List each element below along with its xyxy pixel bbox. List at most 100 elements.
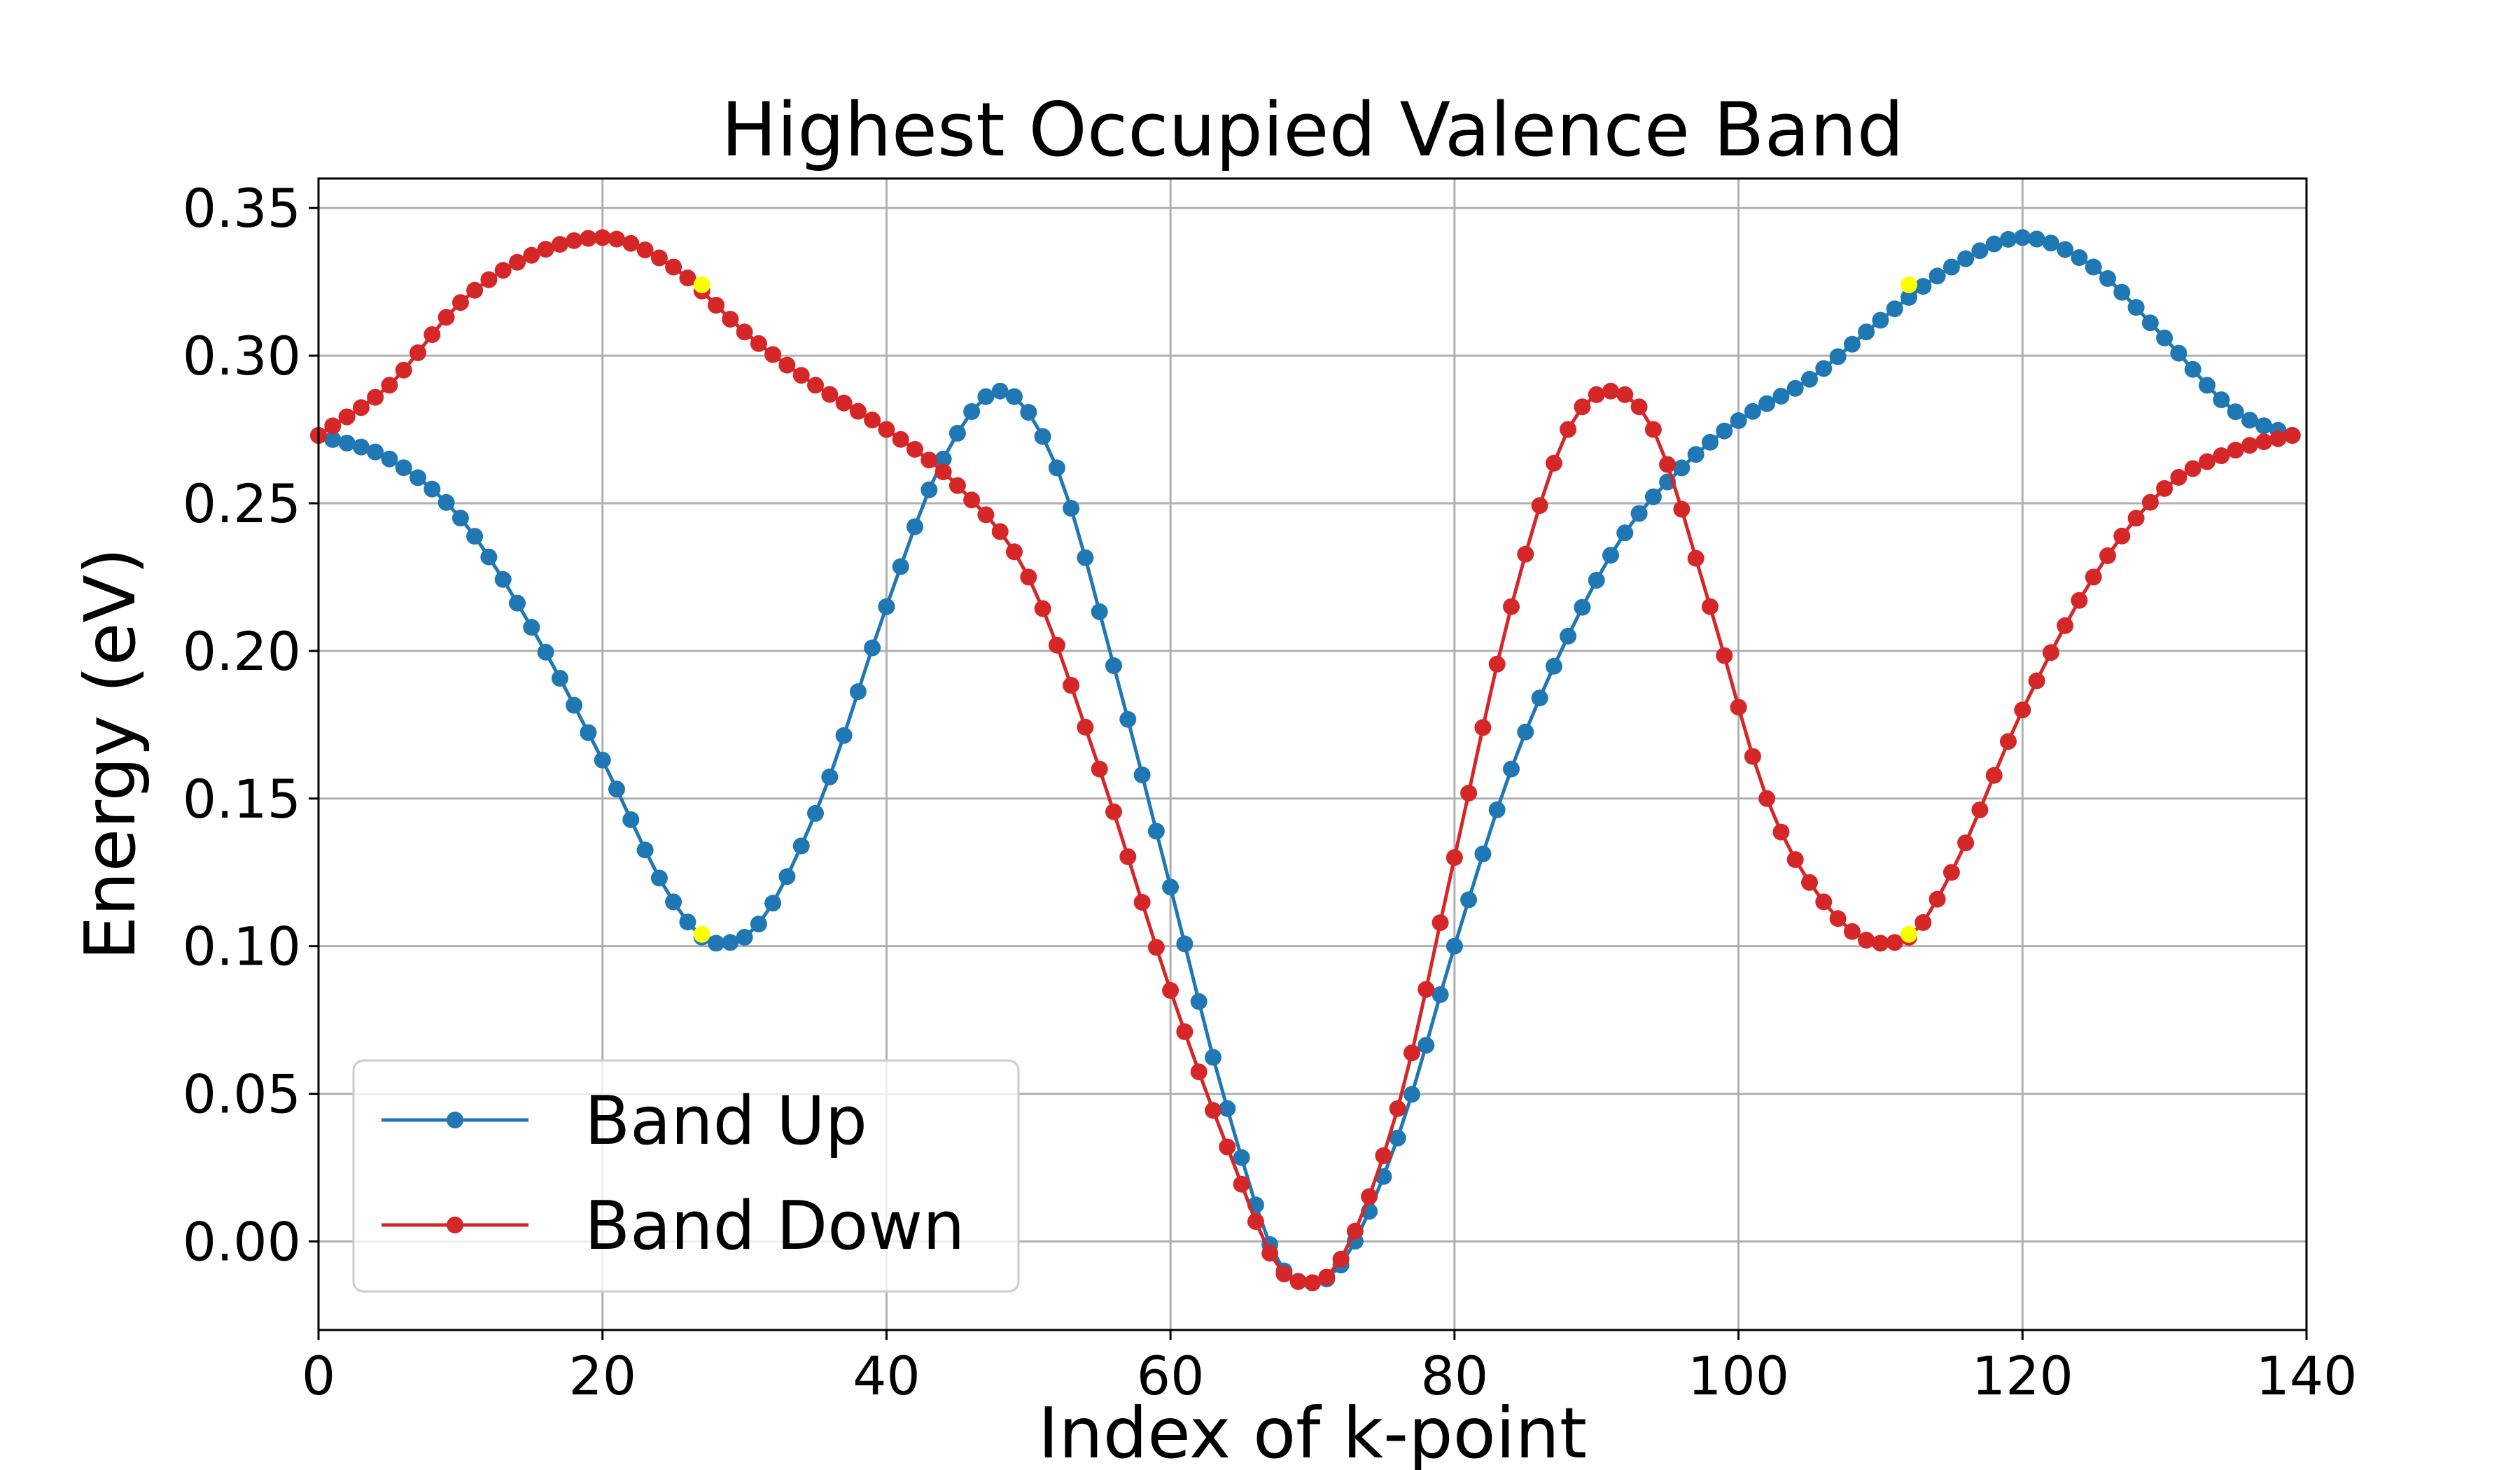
data-point — [835, 394, 853, 412]
data-point — [1659, 456, 1676, 473]
y-axis-label: Energy (eV) — [69, 547, 151, 960]
data-point — [1985, 766, 2003, 784]
data-point — [1560, 421, 1577, 438]
data-point — [1900, 288, 1917, 306]
data-point — [1630, 398, 1648, 416]
y-tick-label: 0.05 — [183, 1063, 301, 1126]
data-point — [1758, 395, 1776, 412]
data-point — [367, 388, 384, 406]
data-point — [1432, 914, 1449, 932]
data-point — [608, 230, 625, 248]
data-point — [722, 934, 739, 951]
data-point — [2184, 460, 2202, 477]
data-point — [2057, 617, 2074, 634]
highlighted-point — [1900, 276, 1917, 293]
data-point — [1673, 500, 1690, 518]
legend-marker-band-down — [447, 1217, 463, 1233]
data-point — [2071, 592, 2088, 609]
data-point — [537, 241, 554, 258]
data-point — [1275, 1265, 1293, 1282]
data-point — [2170, 344, 2188, 362]
data-point — [1815, 360, 1833, 377]
y-axis-ticks: 0.00 0.05 0.10 0.15 0.20 0.25 0.30 0.35 — [183, 177, 318, 1273]
legend-marker-band-up — [447, 1112, 463, 1128]
data-point — [480, 548, 498, 566]
data-point — [594, 229, 611, 246]
data-point — [920, 451, 938, 469]
data-point — [1460, 891, 1478, 909]
data-point — [2184, 360, 2202, 378]
data-point — [424, 326, 441, 343]
data-point — [1404, 1086, 1420, 1103]
data-point — [864, 412, 881, 428]
data-point — [1772, 823, 1790, 841]
data-point — [381, 450, 398, 468]
data-point — [1162, 878, 1180, 896]
data-point — [934, 450, 952, 468]
data-point — [438, 309, 455, 326]
data-point — [1048, 636, 1065, 654]
x-tick-label: 120 — [1972, 1345, 2073, 1407]
data-point — [1588, 386, 1605, 403]
data-point — [708, 297, 724, 314]
data-point — [1957, 834, 1975, 852]
x-tick-label: 40 — [853, 1345, 920, 1407]
data-point — [835, 727, 853, 744]
data-point — [1971, 242, 1989, 260]
data-point — [1702, 433, 1718, 451]
data-point — [2213, 447, 2230, 464]
data-point — [395, 459, 412, 477]
data-point — [1404, 1044, 1420, 1062]
data-point — [2141, 314, 2159, 332]
data-point — [1488, 801, 1506, 818]
data-point — [1872, 312, 1889, 329]
data-point — [1914, 913, 1932, 931]
data-point — [1716, 422, 1733, 440]
data-point — [750, 335, 767, 352]
data-point — [2085, 568, 2102, 586]
data-point — [2127, 299, 2145, 316]
data-point — [1730, 412, 1747, 429]
data-point — [665, 258, 682, 276]
data-point — [1176, 1023, 1194, 1040]
data-point — [480, 271, 498, 288]
data-point — [2241, 437, 2258, 454]
x-tick-label: 0 — [302, 1345, 335, 1407]
data-point — [1928, 890, 1946, 908]
data-point — [764, 895, 782, 912]
x-tick-label: 100 — [1688, 1345, 1789, 1407]
data-point — [1006, 388, 1023, 405]
x-tick-label: 20 — [568, 1345, 636, 1407]
data-point — [2255, 417, 2273, 435]
data-point — [1474, 845, 1492, 862]
data-point — [1133, 766, 1151, 783]
data-point — [1219, 1138, 1236, 1156]
data-point — [466, 528, 484, 545]
x-tick-label: 80 — [1420, 1345, 1488, 1407]
data-point — [1744, 748, 1761, 765]
data-point — [1190, 993, 1208, 1010]
data-point — [1702, 598, 1718, 615]
data-point — [892, 558, 909, 575]
data-point — [1829, 348, 1847, 365]
data-point — [1474, 719, 1492, 736]
data-point — [2156, 329, 2174, 346]
data-point — [2227, 403, 2244, 421]
data-point — [466, 281, 484, 299]
data-point — [1545, 454, 1562, 472]
data-point — [1261, 1245, 1279, 1262]
data-point — [948, 477, 966, 494]
data-point — [451, 510, 469, 527]
data-point — [1687, 446, 1704, 463]
data-point — [2199, 377, 2216, 394]
data-point — [1389, 1129, 1406, 1147]
data-point — [551, 670, 568, 687]
data-point — [2028, 230, 2045, 248]
data-point — [1928, 267, 1946, 285]
data-point — [338, 435, 356, 451]
plot-frame — [317, 177, 2308, 1331]
y-tick-label: 0.30 — [183, 325, 301, 387]
data-point — [906, 440, 923, 458]
data-point — [509, 253, 526, 271]
x-axis-label: Index of k-point — [1038, 1392, 1587, 1470]
